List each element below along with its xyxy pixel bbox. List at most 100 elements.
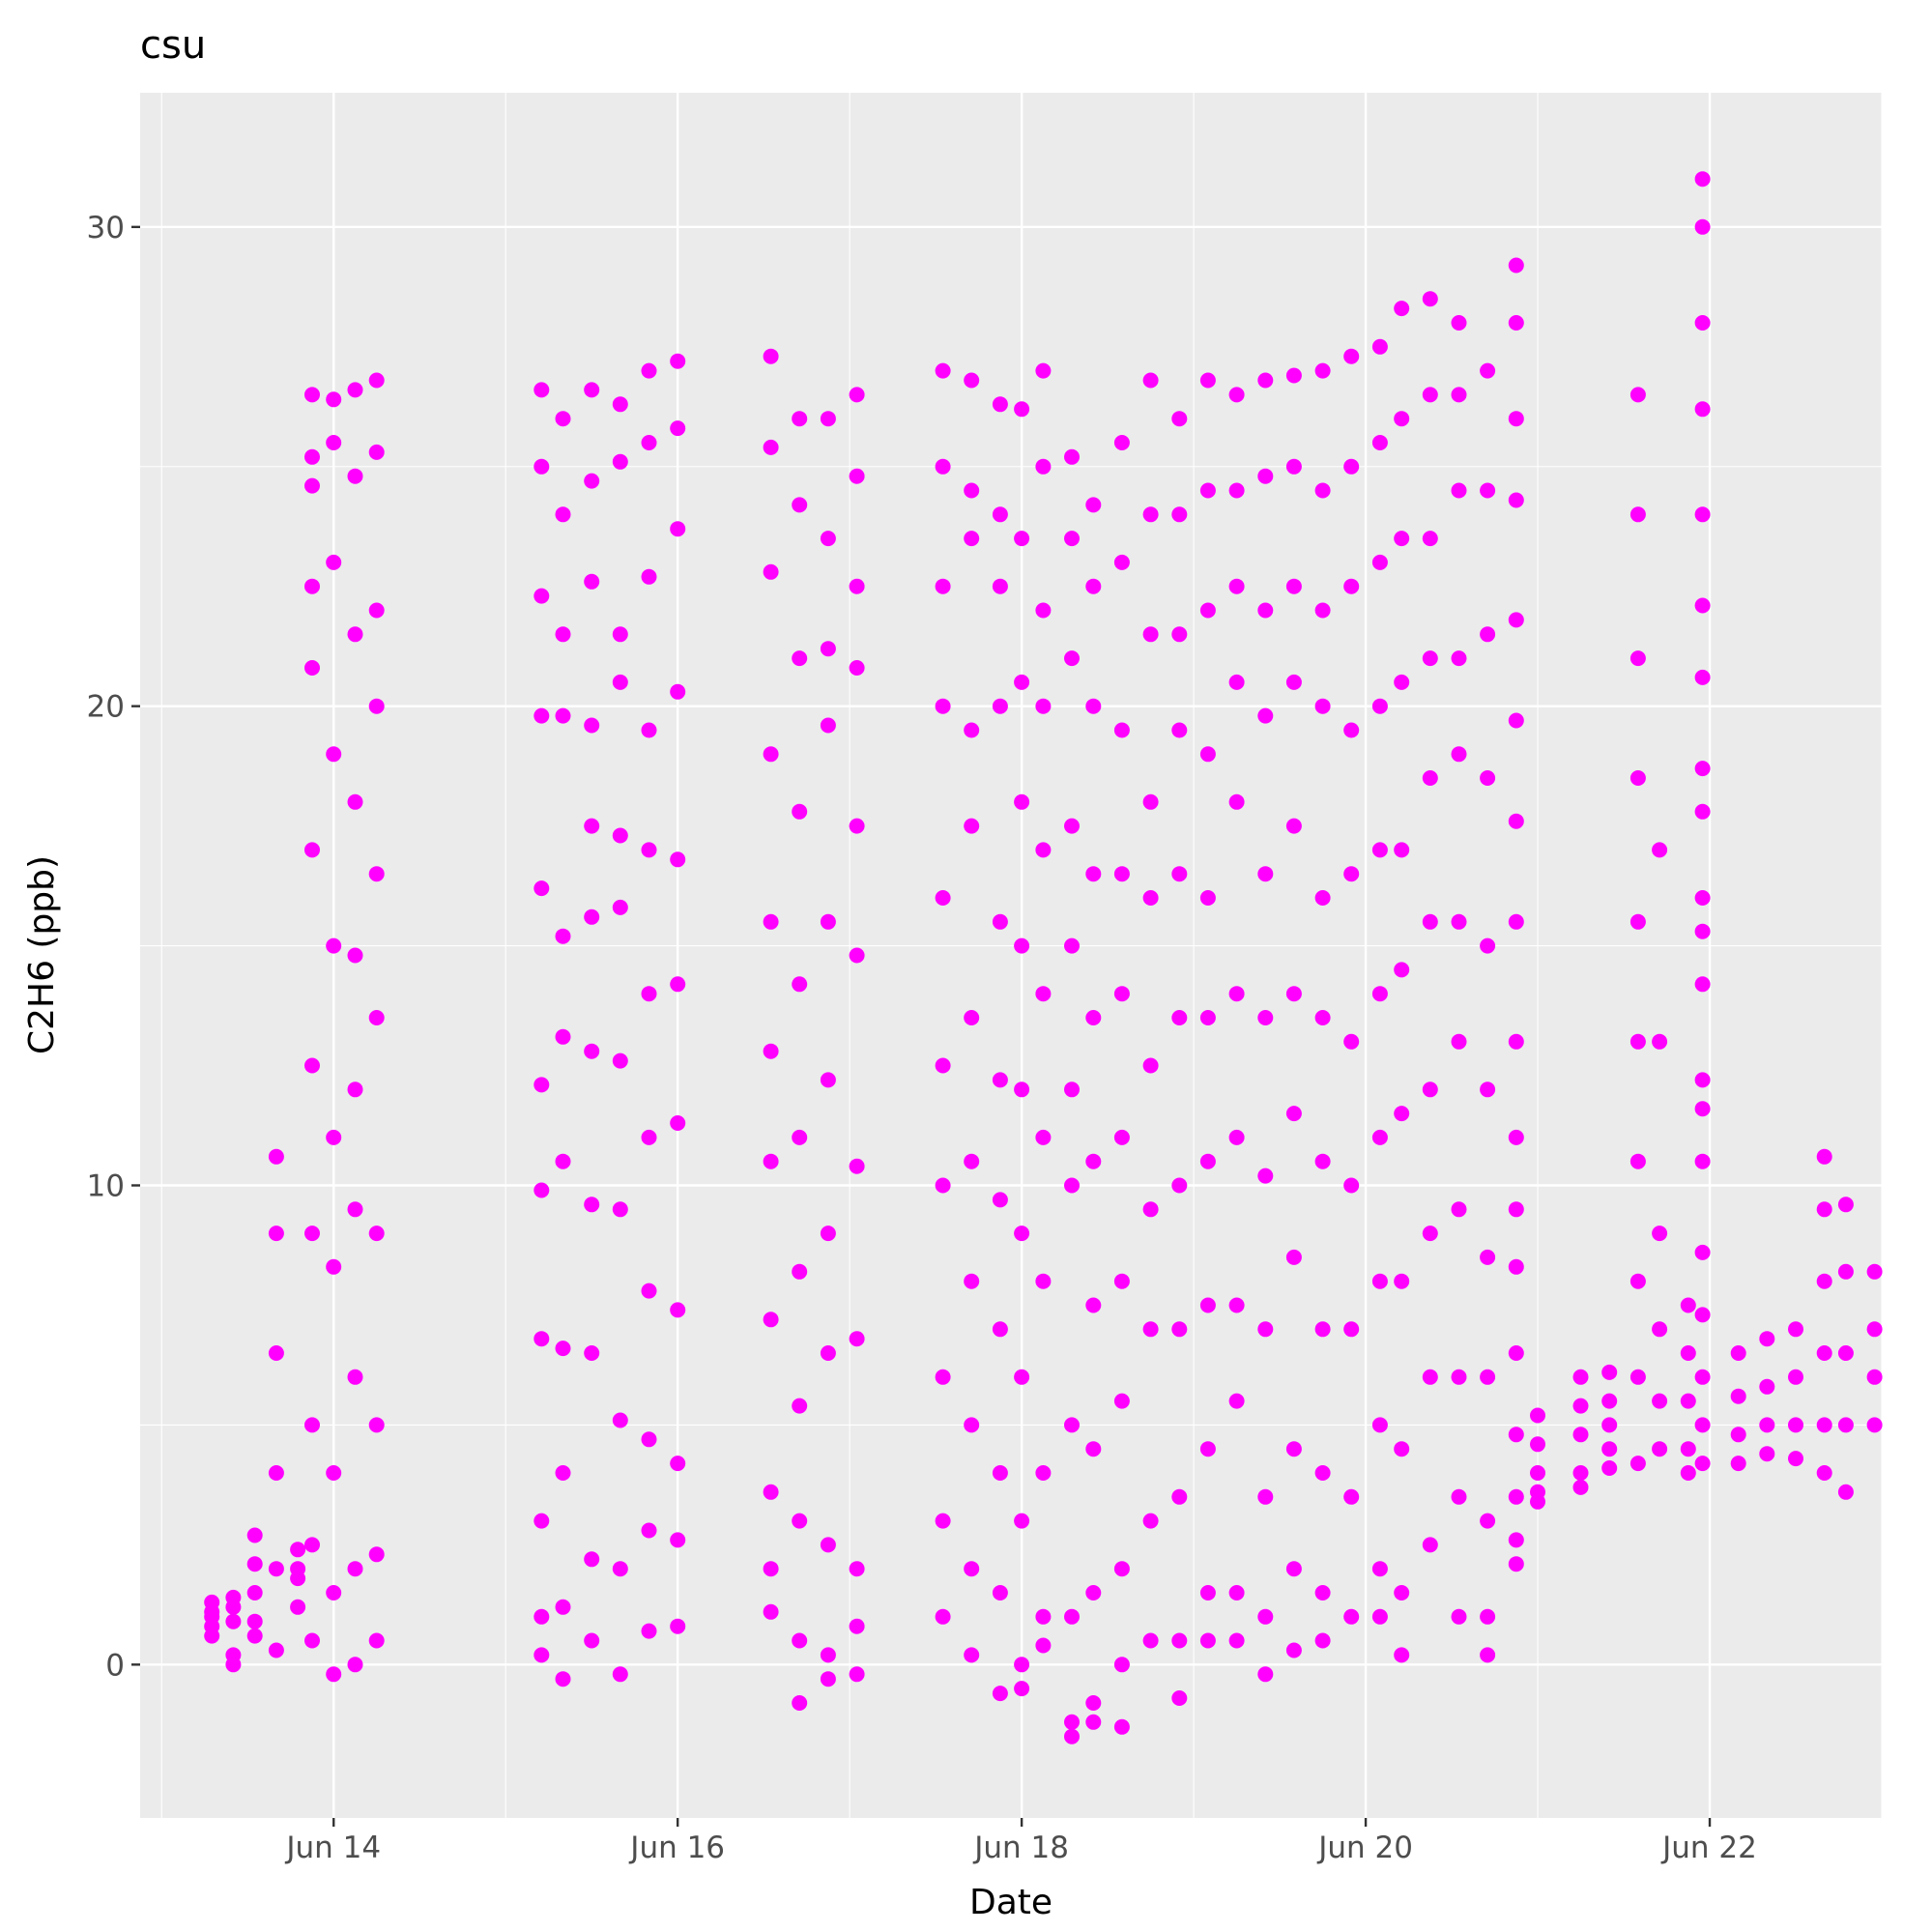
- data-point: [1652, 1441, 1668, 1457]
- data-point: [792, 1513, 808, 1529]
- data-point: [763, 1561, 779, 1577]
- data-point: [964, 531, 980, 547]
- data-point: [820, 531, 836, 547]
- data-point: [1480, 1081, 1496, 1098]
- data-point: [1680, 1465, 1696, 1481]
- data-point: [326, 391, 342, 408]
- data-point: [1694, 1456, 1711, 1472]
- data-point: [1451, 650, 1467, 667]
- data-point: [763, 913, 779, 930]
- data-point: [612, 827, 628, 844]
- data-point: [555, 707, 571, 724]
- data-point: [763, 348, 779, 364]
- data-point: [1142, 1321, 1159, 1338]
- data-point: [792, 411, 808, 427]
- data-point: [792, 1398, 808, 1414]
- data-point: [1451, 387, 1467, 403]
- data-point: [555, 1341, 571, 1357]
- data-point: [1629, 1273, 1646, 1289]
- data-point: [1064, 650, 1080, 667]
- data-point: [1064, 1728, 1080, 1745]
- data-point: [1085, 1297, 1102, 1313]
- data-point: [533, 1182, 550, 1198]
- data-point: [1014, 531, 1030, 547]
- data-point: [1171, 1690, 1188, 1706]
- y-tick-label: 30: [87, 211, 125, 245]
- data-point: [1142, 1057, 1159, 1074]
- data-point: [992, 1192, 1008, 1208]
- data-point: [584, 1197, 600, 1213]
- data-point: [1113, 1718, 1130, 1735]
- data-point: [792, 803, 808, 820]
- data-point: [1314, 602, 1331, 619]
- data-point: [555, 1599, 571, 1615]
- data-point: [326, 1465, 342, 1481]
- data-point: [555, 626, 571, 643]
- data-point: [1480, 770, 1496, 786]
- data-point: [1228, 1297, 1245, 1313]
- data-point: [326, 1666, 342, 1683]
- data-point: [1314, 1321, 1331, 1338]
- data-point: [849, 578, 865, 594]
- data-point: [1199, 602, 1216, 619]
- data-point: [268, 1561, 284, 1577]
- data-point: [1371, 1129, 1388, 1145]
- data-point: [820, 411, 836, 427]
- data-point: [1314, 1585, 1331, 1600]
- data-point: [1629, 650, 1646, 667]
- data-point: [792, 1129, 808, 1145]
- data-point: [1629, 1369, 1646, 1385]
- data-point: [1343, 578, 1360, 594]
- data-point: [1371, 1608, 1388, 1625]
- data-point: [992, 1585, 1008, 1600]
- data-point: [1816, 1201, 1832, 1218]
- data-point: [1730, 1345, 1746, 1361]
- data-point: [368, 1632, 385, 1649]
- data-point: [1759, 1331, 1775, 1347]
- data-point: [347, 1081, 363, 1098]
- data-point: [1508, 411, 1524, 427]
- data-point: [1314, 1465, 1331, 1481]
- data-point: [1228, 1129, 1245, 1145]
- data-point: [268, 1345, 284, 1361]
- data-point: [1652, 842, 1668, 858]
- data-point: [1171, 1488, 1188, 1505]
- data-point: [368, 602, 385, 619]
- data-point: [1171, 411, 1188, 427]
- data-point: [1816, 1465, 1832, 1481]
- data-point: [1343, 1033, 1360, 1050]
- data-point: [820, 1345, 836, 1361]
- data-point: [533, 1331, 550, 1347]
- data-point: [964, 722, 980, 738]
- data-point: [225, 1599, 242, 1615]
- data-point: [1199, 482, 1216, 499]
- data-point: [670, 1618, 686, 1634]
- data-point: [612, 1666, 628, 1683]
- data-point: [1601, 1460, 1618, 1476]
- data-point: [1343, 722, 1360, 738]
- data-point: [1285, 458, 1302, 475]
- y-axis: 0 10 20 30: [87, 211, 140, 1683]
- data-point: [763, 1603, 779, 1620]
- data-point: [641, 568, 657, 585]
- data-point: [1199, 890, 1216, 906]
- data-point: [1629, 1456, 1646, 1472]
- data-point: [641, 1431, 657, 1448]
- data-point: [1451, 482, 1467, 499]
- data-point: [612, 453, 628, 470]
- data-point: [1394, 1647, 1410, 1663]
- data-point: [1014, 937, 1030, 954]
- data-point: [1314, 362, 1331, 379]
- data-point: [1866, 1369, 1883, 1385]
- data-point: [1343, 1608, 1360, 1625]
- data-point: [992, 506, 1008, 523]
- data-point: [612, 1561, 628, 1577]
- data-point: [304, 448, 320, 465]
- data-point: [1451, 746, 1467, 763]
- data-point: [1629, 1153, 1646, 1169]
- data-point: [1572, 1427, 1589, 1443]
- data-point: [1171, 722, 1188, 738]
- data-point: [1480, 362, 1496, 379]
- data-point: [964, 1153, 980, 1169]
- data-point: [1343, 866, 1360, 882]
